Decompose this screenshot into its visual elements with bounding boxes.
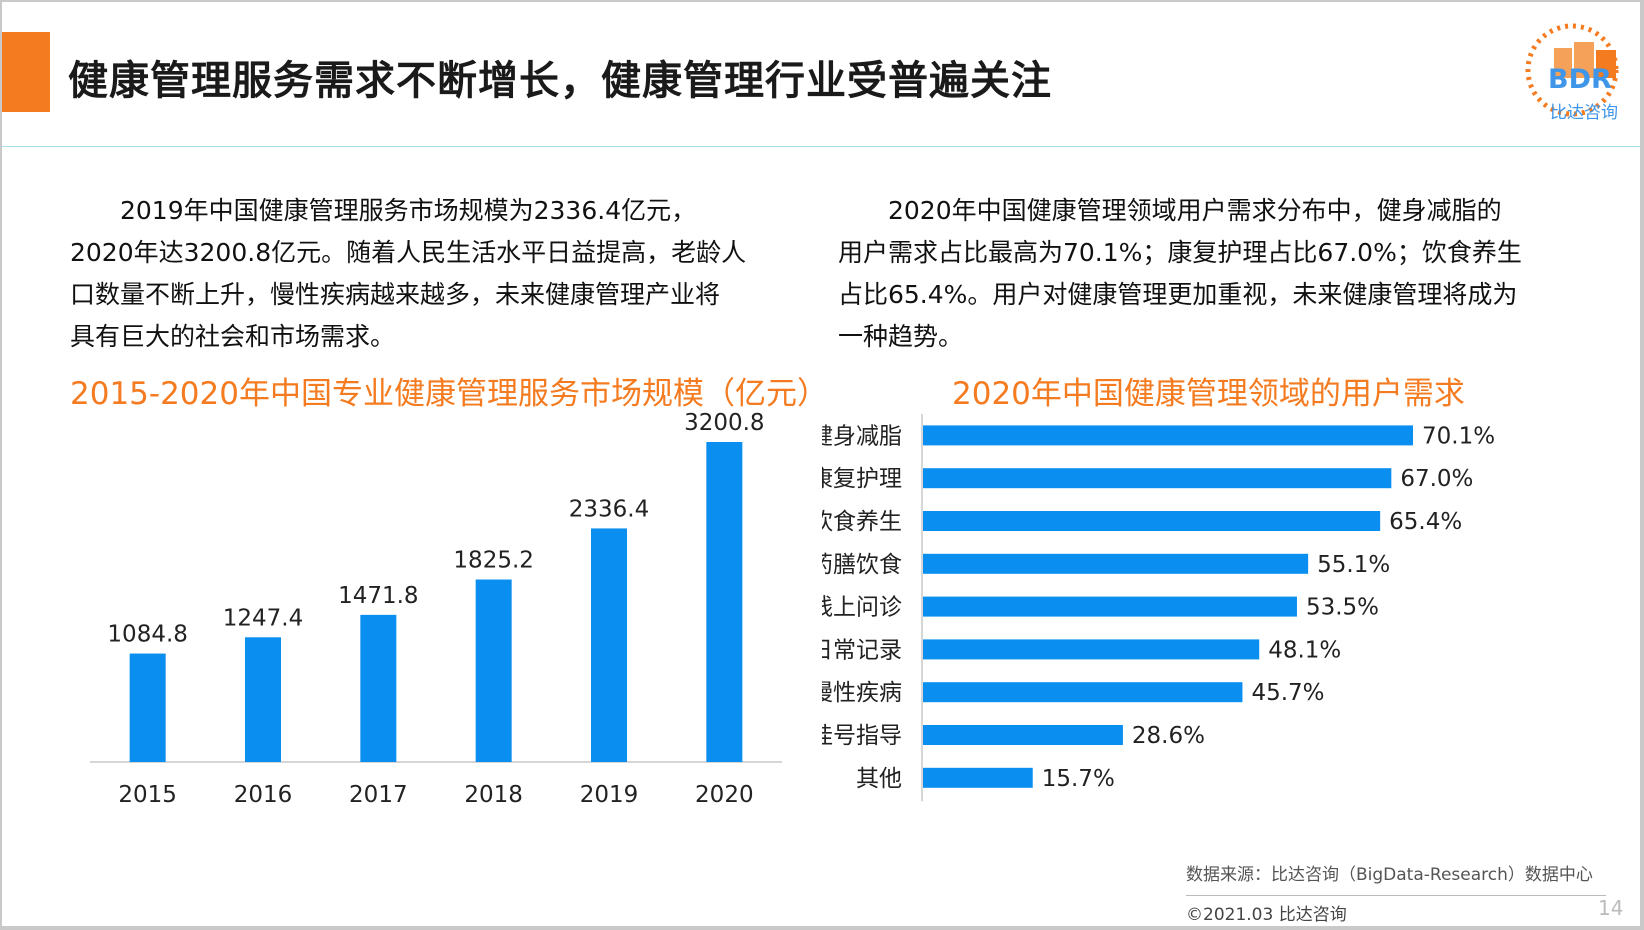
category-label: 线上问诊 [822, 595, 902, 621]
user-demand-bar-chart: 健身减脂 70.1% 康复护理 67.0% 饮食养生 65.4% 药膳饮食 55.1% 线上问诊… [822, 414, 1495, 802]
x-tick-label: 2018 [464, 782, 523, 808]
bar [923, 468, 1392, 489]
user-demand-chart-title: 2020年中国健康管理领域的用户需求 [952, 376, 1465, 412]
category-label: 健身减脂 [822, 423, 902, 449]
data-label: 55.1% [1317, 552, 1390, 578]
data-label: 1084.8 [107, 622, 187, 648]
right-summary-line: 一种趋势。 [838, 322, 964, 351]
category-label: 其他 [856, 766, 902, 792]
bar [923, 767, 1033, 788]
data-label: 45.7% [1251, 680, 1324, 706]
bar [591, 528, 627, 762]
bar [245, 637, 281, 762]
data-label: 67.0% [1400, 466, 1473, 492]
category-label: 日常记录 [822, 637, 902, 663]
x-tick-label: 2017 [349, 782, 408, 808]
bar [923, 682, 1243, 703]
market-size-bar-chart: 1084.8 2015 1247.4 2016 1471.8 2017 1825.2 2018… [90, 410, 782, 808]
right-summary-line: 用户需求占比最高为70.1%；康复护理占比67.0%；饮食养生 [838, 238, 1522, 267]
data-label: 15.7% [1042, 766, 1115, 792]
data-label: 3200.8 [684, 410, 764, 436]
data-label: 70.1% [1422, 423, 1495, 449]
market-size-chart-title: 2015-2020年中国专业健康管理服务市场规模（亿元） [70, 376, 828, 412]
header-divider [2, 146, 1640, 147]
left-summary-paragraph: 2019年中国健康管理服务市场规模为2336.4亿元， 2020年达3200.8… [70, 190, 810, 358]
bar [129, 653, 166, 762]
data-label: 1471.8 [338, 583, 418, 609]
category-label: 康复护理 [822, 466, 902, 492]
category-label: 挂号指导 [822, 723, 902, 749]
left-summary-line: 口数量不断上升，慢性疾病越来越多，未来健康管理产业将 [70, 280, 721, 309]
copyright-text: ©2021.03 比达咨询 [1186, 905, 1347, 925]
bar [706, 442, 743, 762]
bdr-logo-icon [1525, 23, 1619, 117]
right-summary-line: 占比65.4%。用户对健康管理更加重视，未来健康管理将成为 [838, 280, 1518, 309]
page-title: 健康管理服务需求不断增长，健康管理行业受普遍关注 [68, 58, 1052, 104]
category-label: 慢性疾病 [822, 680, 902, 706]
x-tick-label: 2015 [118, 782, 177, 808]
category-label: 饮食养生 [822, 509, 902, 535]
x-tick-label: 2016 [234, 782, 293, 808]
data-label: 1825.2 [453, 548, 533, 574]
page-number: 14 [1598, 896, 1624, 920]
data-label: 48.1% [1268, 637, 1341, 663]
right-summary-paragraph: 2020年中国健康管理领域用户需求分布中，健身减脂的 用户需求占比最高为70.1… [838, 190, 1578, 358]
data-source-note: 数据来源：比达咨询（BigData-Research）数据中心 [1186, 865, 1593, 885]
title-accent-bar [2, 32, 50, 112]
x-tick-label: 2019 [580, 782, 639, 808]
data-label: 28.6% [1132, 723, 1205, 749]
footer-divider [1186, 895, 1606, 896]
bar [360, 614, 397, 762]
logo-subtitle: 比达咨询 [1550, 103, 1618, 123]
logo-text: BDR [1548, 64, 1612, 95]
bar [923, 511, 1381, 531]
x-tick-label: 2020 [695, 782, 754, 808]
left-summary-line: 2019年中国健康管理服务市场规模为2336.4亿元， [120, 196, 697, 225]
data-label: 65.4% [1389, 509, 1462, 535]
data-label: 1247.4 [223, 605, 303, 631]
data-label: 53.5% [1306, 595, 1379, 621]
bar [923, 596, 1297, 617]
bar [923, 425, 1413, 446]
left-summary-line: 具有巨大的社会和市场需求。 [70, 322, 396, 351]
data-label: 2336.4 [569, 496, 649, 522]
right-summary-line: 2020年中国健康管理领域用户需求分布中，健身减脂的 [888, 196, 1502, 225]
bar [923, 639, 1260, 660]
bar [475, 579, 512, 762]
bar [923, 553, 1309, 574]
left-summary-line: 2020年达3200.8亿元。随着人民生活水平日益提高，老龄人 [70, 238, 747, 267]
bar [923, 725, 1123, 745]
category-label: 药膳饮食 [822, 552, 902, 578]
